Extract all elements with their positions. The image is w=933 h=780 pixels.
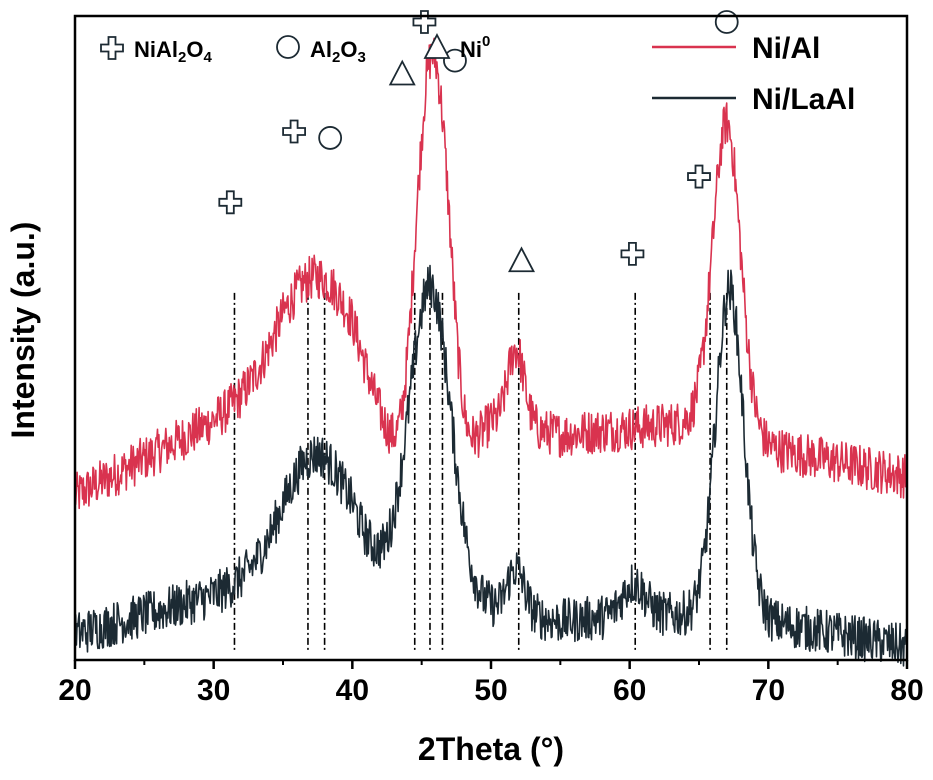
series-legend: Ni/Al Ni/LaAl	[652, 32, 855, 116]
legend-label-ni-laal: Ni/LaAl	[752, 83, 855, 116]
x-tick-label: 40	[336, 674, 369, 707]
triangle-marker-icon	[388, 59, 416, 86]
legend-al2o3-label: Al2O3	[310, 37, 366, 66]
circle-marker-icon	[318, 126, 343, 150]
legend-nial2o4-label: NiAl2O4	[134, 37, 212, 66]
circle-icon	[276, 35, 300, 59]
x-axis-title: 2Theta (°)	[418, 731, 564, 767]
triangle-icon	[423, 33, 451, 59]
cross-marker-icon	[687, 164, 711, 189]
x-tick-label: 60	[613, 674, 646, 707]
cross-marker-icon	[620, 241, 645, 266]
cross-marker-icon	[218, 190, 243, 215]
x-tick-label: 80	[890, 674, 923, 707]
legend-al2o3: Al2O3	[276, 35, 366, 66]
phase-markers	[218, 10, 739, 273]
x-tick-label: 50	[474, 674, 507, 707]
plot-area: 20 30 40 50 60 70 80	[58, 10, 924, 707]
cross-marker-icon	[412, 10, 437, 34]
x-tick-label: 20	[58, 674, 91, 707]
cross-marker-icon	[282, 119, 306, 144]
series-line-ni-laal	[74, 264, 908, 667]
legend-ni0: Ni0	[423, 33, 490, 62]
x-tick-label: 70	[752, 674, 785, 707]
legend-label-ni-al: Ni/Al	[752, 32, 820, 65]
x-tick-label: 30	[197, 674, 230, 707]
cross-icon	[100, 36, 124, 60]
triangle-marker-icon	[508, 246, 535, 273]
phase-legend: NiAl2O4 Al2O3 Ni0	[100, 33, 490, 66]
circle-marker-icon	[714, 10, 739, 34]
circle-marker-icon	[443, 48, 467, 73]
series-line-ni-al	[74, 37, 908, 510]
y-axis-title: Intensity (a.u.)	[5, 222, 41, 439]
series-layer	[74, 37, 908, 667]
legend-nial2o4: NiAl2O4	[100, 36, 212, 66]
legend-ni0-label: Ni0	[460, 33, 490, 62]
x-axis-ticks: 20 30 40 50 60 70 80	[58, 660, 924, 707]
